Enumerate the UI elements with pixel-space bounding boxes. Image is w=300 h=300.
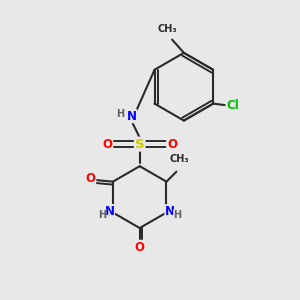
Text: CH₃: CH₃	[158, 24, 178, 34]
Text: S: S	[135, 138, 145, 151]
Text: N: N	[165, 205, 175, 218]
Text: N: N	[104, 205, 114, 218]
Text: O: O	[167, 138, 177, 151]
Text: N: N	[127, 110, 137, 123]
Text: O: O	[135, 241, 145, 254]
Text: H: H	[174, 210, 182, 220]
Text: CH₃: CH₃	[169, 154, 189, 164]
Text: H: H	[98, 210, 106, 220]
Text: O: O	[102, 138, 112, 151]
Text: O: O	[85, 172, 95, 185]
Text: H: H	[116, 109, 124, 119]
Text: Cl: Cl	[226, 99, 239, 112]
